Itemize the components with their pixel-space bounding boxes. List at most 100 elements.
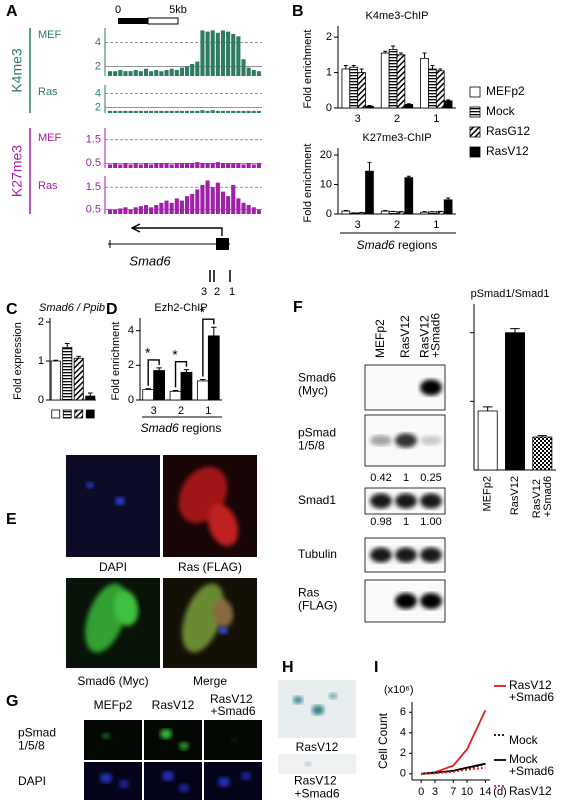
y-tick-label: 2 [95,60,101,72]
signal-bin [190,110,195,113]
error-bar [482,406,493,411]
signal-bin [220,30,226,76]
quant-label: 0.98 [370,516,391,528]
signal-bin [241,59,246,76]
panel-label: H [282,659,294,676]
signal-bin [113,71,118,76]
signal-bin [174,70,179,76]
y-tick-label: 4 [400,727,406,739]
signal-bin [241,164,246,168]
signal-bin [210,30,215,76]
error-bar [383,209,388,212]
signal-bin [113,163,118,168]
chart-title: K4me3-ChIP [366,10,429,22]
signal-bin [236,110,241,113]
error-bar [343,64,348,69]
y-tick-label: 2 [128,359,134,371]
cell-signal [119,780,129,788]
x-tick-label: 10 [461,786,473,798]
panel-label: I [374,659,378,676]
signal-bin [149,164,154,168]
signal-bin [256,110,261,113]
error-bar [359,68,364,73]
cell-signal [162,771,174,781]
signal-bin [133,207,138,214]
column-label: MEFp2 [94,698,133,712]
signal-bin [174,110,179,113]
band [395,384,417,392]
x-tick-label: 1 [205,405,211,417]
signal-bin [251,110,256,113]
panel-label: C [6,301,18,318]
signal-bin [226,110,231,113]
bar [50,360,61,401]
signal-bin [190,163,195,168]
signal-bin [118,70,123,76]
signal-bin [256,71,261,76]
cell-signal [113,590,139,626]
signal-bin [149,71,154,76]
image-caption: Ras (FLAG) [178,560,242,574]
y-axis-label: Fold enrichment [302,30,314,109]
signal-bin [128,110,133,113]
legend-swatch [62,409,72,419]
quant-label: 1.00 [420,516,441,528]
y-tick-label: 0 [326,208,332,220]
blot-label: Smad1 [298,493,336,507]
panel-label: D [106,301,118,318]
cell-signal [115,497,125,505]
cell-signal [179,742,189,750]
error-bar [406,103,411,105]
bar [73,357,84,401]
signal-bin [200,110,205,113]
micrograph [144,762,202,800]
cell-signal [100,773,112,783]
signal-bin [241,202,246,214]
signal-bin [149,207,154,214]
signal-bin [251,164,256,168]
y-tick-label: 2 [38,316,44,328]
cell-signal [102,733,110,739]
cell-signal [329,693,337,699]
signal-bin [169,202,174,214]
blot-label: Tubulin [298,547,337,561]
signal-bin [246,110,251,113]
bar [532,436,553,471]
y-tick-label: 0 [128,394,134,406]
band [370,547,392,563]
region-label: 1 [229,286,235,298]
x-tick-label: RasV12 +Smad6 [531,476,554,518]
signal-bin [143,205,149,214]
micrograph [84,720,142,760]
cell-signal [293,696,303,704]
signal-bin [154,163,159,168]
signal-bin [246,205,251,214]
error-bar [422,211,427,213]
image-caption: DAPI [99,560,127,574]
bar [207,335,220,401]
x-tick-label: 2 [394,219,400,231]
y-axis-label: Cell Count [376,712,390,769]
cell-signal [179,784,189,792]
image-caption: Smad6 (Myc) [77,674,148,688]
signal-bin [149,110,154,113]
signal-bin [123,163,128,168]
exon [216,238,229,250]
signal-bin [210,110,215,113]
track-group-label: K4me3 [9,48,25,93]
error-bar [183,369,190,373]
legend-label: MEFp2 [486,84,525,98]
y-tick-label: 20 [320,149,332,161]
signal-bin [195,189,200,214]
track-sample: MEF [38,132,62,144]
band [420,379,442,396]
chart-title: Smad6 / Ppib [39,302,105,314]
y-tick-label: 6 [400,706,406,718]
y-tick-label: 2 [326,31,332,43]
signal-bin [118,208,123,214]
y-tick-label: 0 [38,394,44,406]
signal-bin [241,110,246,113]
signal-bin [205,180,210,214]
